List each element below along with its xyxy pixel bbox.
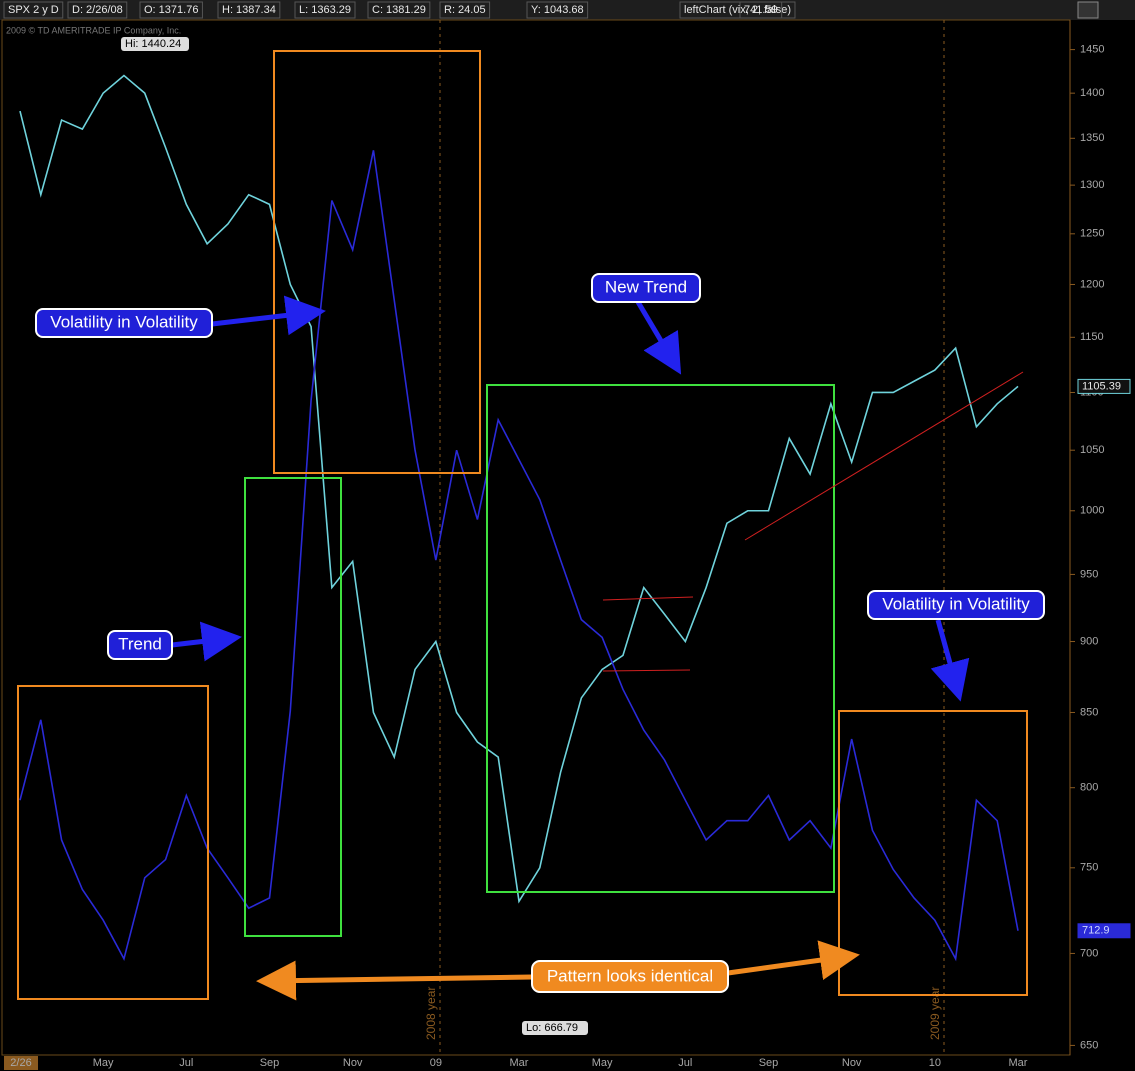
last-value-box [1077,923,1131,939]
y-tick-label: 900 [1080,635,1098,647]
hi-label: Hi: 1440.24 [125,38,181,50]
highlight-box [486,384,835,893]
x-tick-label: 09 [430,1057,442,1069]
y-tick-label: 1350 [1080,132,1104,144]
x-tick-label: Mar [510,1057,529,1069]
header-item: O: 1371.76 [144,4,198,16]
x-label-box [4,1056,38,1070]
x-tick-label: May [93,1057,114,1069]
highlight-box [244,477,342,937]
highlight-box [273,50,481,474]
x-tick-label: 2/26 [10,1057,31,1069]
y-tick-label: 1150 [1080,331,1104,343]
x-tick-label: Nov [842,1057,862,1069]
callout-text: Volatility in Volatility [50,312,198,331]
x-tick-label: Nov [343,1057,363,1069]
header-box [739,1,783,19]
x-tick-label: Jul [678,1057,692,1069]
lo-label: Lo: 666.79 [526,1022,578,1034]
x-tick-label: Sep [759,1057,779,1069]
header-box [526,1,589,19]
callout-text: Volatility in Volatility [882,594,1030,613]
y-tick-label: 1250 [1080,228,1104,240]
series-line [19,150,1019,962]
maximize-button[interactable] [1077,1,1099,19]
header-item: D: 2/26/08 [72,4,123,16]
hi-box [121,37,189,51]
header-box [3,1,64,19]
x-tick-label: Jul [179,1057,193,1069]
y-tick-label: 800 [1080,782,1098,794]
arrow [930,619,970,702]
x-tick-label: Sep [260,1057,280,1069]
trend-line [744,371,1024,541]
x-tick-label: May [592,1057,613,1069]
y-tick-label: 850 [1080,706,1098,718]
lo-box [522,1021,588,1035]
y-tick-label: 1400 [1080,87,1104,99]
copyright: 2009 © TD AMERITRADE IP Company, Inc. [6,25,181,35]
y-tick-label: 1300 [1080,179,1104,191]
header-item: L: 1363.29 [299,4,351,16]
last-value-box [1077,378,1131,394]
header-item: R: 24.05 [444,4,486,16]
header-item: 741.59 [744,4,778,16]
y-tick-label: 750 [1080,862,1098,874]
x-tick-label: Mar [1009,1057,1028,1069]
header-bar [0,0,1135,20]
header-item: SPX 2 y D [8,4,59,16]
header-box [139,1,203,19]
callout [531,960,729,993]
arrow [171,621,242,662]
callout [867,590,1045,620]
callout-text: New Trend [605,277,687,296]
plot [19,74,1019,962]
arrow [635,300,682,375]
callout [107,630,173,660]
header-box [217,1,281,19]
callout [591,273,701,303]
x-tick-label: 10 [929,1057,941,1069]
header-item: C: 1381.29 [372,4,426,16]
header-box [67,1,128,19]
y-tick-label: 950 [1080,568,1098,580]
callout [35,308,213,338]
arrow [211,295,326,336]
header-box [679,1,796,19]
last-value-label: 712.9 [1082,925,1110,937]
year-label: 2008 year [424,987,438,1040]
y-tick-label: 1050 [1080,444,1104,456]
highlight-box [838,710,1028,996]
header-box [367,1,431,19]
arrow [727,940,860,980]
y-tick-label: 650 [1080,1039,1098,1051]
header-item: H: 1387.34 [222,4,276,16]
header-box [439,1,491,19]
callout-text: Pattern looks identical [547,966,713,985]
header-item: Y: 1043.68 [531,4,584,16]
trend-line [602,596,694,601]
callout-text: Trend [118,634,162,653]
highlight-box [17,685,209,1000]
y-tick-label: 700 [1080,947,1098,959]
header-item: leftChart (vix, 2, false) [684,4,791,16]
y-tick-label: 1450 [1080,44,1104,56]
y-tick-label: 1200 [1080,278,1104,290]
last-value-label: 1105.39 [1082,380,1121,392]
arrow [256,960,533,1001]
trend-line [602,669,691,672]
year-label: 2009 year [928,987,942,1040]
y-tick-label: 1000 [1080,505,1104,517]
header-box [294,1,356,19]
series-line [19,74,1019,904]
